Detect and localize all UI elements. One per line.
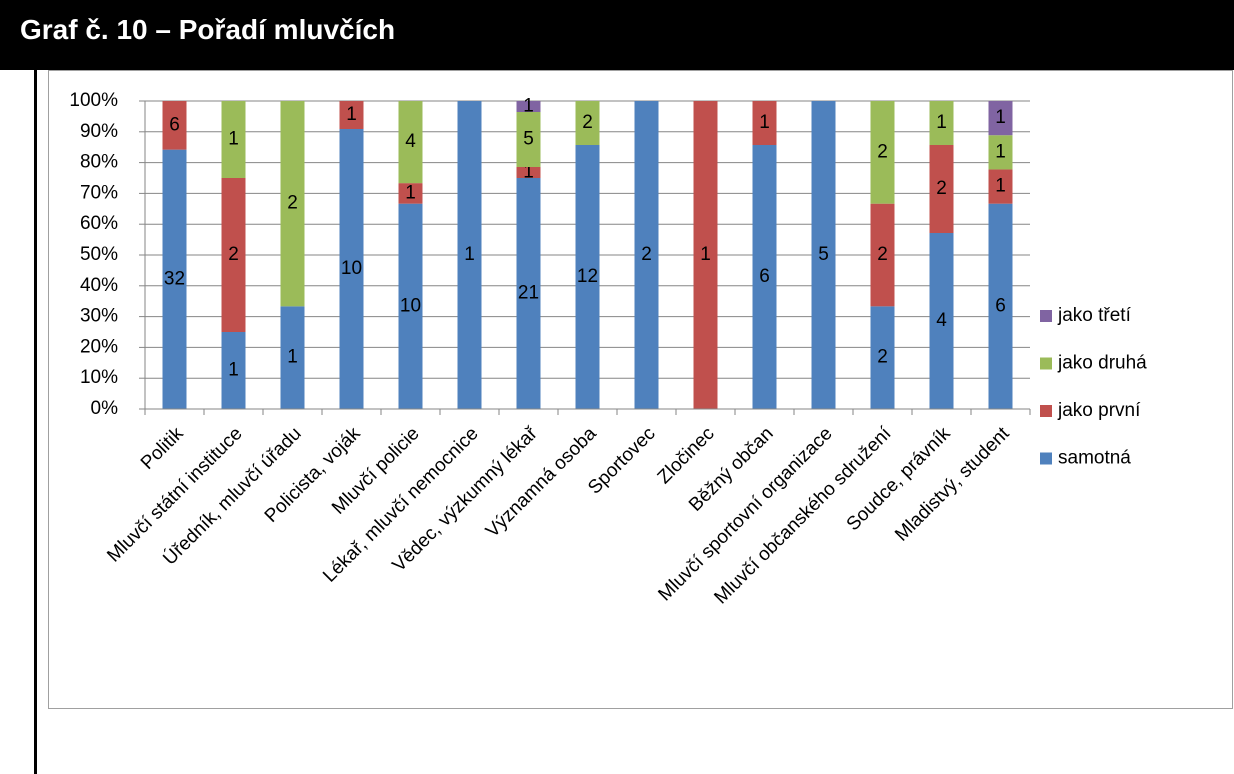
bar-segment — [398, 203, 423, 409]
y-tick-label: 90% — [80, 121, 118, 142]
legend-swatch — [1040, 310, 1052, 322]
data-label: 1 — [287, 347, 298, 368]
bar-segment — [811, 101, 836, 409]
chart-title: Graf č. 10 – Pořadí mluvčích — [20, 14, 396, 45]
y-tick-label: 100% — [69, 90, 118, 111]
data-label: 2 — [936, 178, 947, 199]
data-label: 12 — [577, 266, 598, 287]
bar-segment — [929, 233, 954, 409]
bar-segment — [634, 101, 659, 409]
bar-segment — [339, 101, 364, 129]
bar-segment — [221, 178, 246, 332]
data-label: 2 — [287, 193, 298, 214]
data-label: 1 — [523, 96, 534, 117]
bar-segment — [988, 169, 1013, 204]
legend-label: samotná — [1058, 448, 1131, 469]
data-label: 1 — [759, 112, 770, 133]
data-label: 4 — [405, 131, 416, 152]
bar-segment — [221, 332, 246, 409]
bar-segment — [457, 101, 482, 409]
y-tick-label: 80% — [80, 152, 118, 173]
x-tick-label: Významná osoba — [482, 423, 601, 542]
bar-segment — [398, 101, 423, 184]
x-tick-label: Soudce, právník — [843, 423, 955, 535]
legend-label: jako první — [1057, 400, 1141, 421]
data-label: 6 — [995, 295, 1006, 316]
data-label: 6 — [759, 266, 770, 287]
bar-segment — [693, 101, 718, 409]
chart-frame — [48, 70, 1233, 709]
bar-segment — [870, 306, 895, 409]
y-tick-label: 40% — [80, 275, 118, 296]
data-label: 10 — [400, 295, 421, 316]
data-label: 1 — [995, 176, 1006, 197]
bar-segment — [398, 183, 423, 204]
y-tick-label: 50% — [80, 244, 118, 265]
data-label: 1 — [995, 141, 1006, 162]
data-label: 1 — [995, 107, 1006, 128]
bar-segment — [162, 149, 187, 409]
bar-segment — [870, 101, 895, 204]
legend-swatch — [1040, 452, 1052, 465]
header: Graf č. 10 – Pořadí mluvčích — [0, 0, 1234, 70]
bar-segment — [516, 167, 541, 178]
bar-segment — [870, 203, 895, 307]
data-label: 1 — [523, 162, 534, 183]
legend-swatch — [1040, 357, 1052, 370]
bar-segment — [162, 101, 187, 150]
data-label: 1 — [464, 244, 475, 265]
x-tick-label: Politik — [137, 423, 188, 474]
bar-segment — [929, 145, 954, 233]
data-label: 1 — [228, 360, 239, 381]
legend-label: jako třetí — [1057, 305, 1132, 326]
left-border — [34, 70, 37, 774]
data-label: 2 — [877, 141, 888, 162]
y-tick-label: 70% — [80, 182, 118, 203]
data-label: 2 — [582, 112, 593, 133]
data-label: 1 — [405, 182, 416, 203]
bar-segment — [280, 101, 305, 307]
legend-label: jako druhá — [1057, 353, 1147, 374]
y-tick-label: 0% — [91, 398, 119, 419]
data-label: 1 — [936, 112, 947, 133]
data-label: 2 — [228, 244, 239, 265]
y-tick-label: 30% — [80, 306, 118, 327]
data-label: 1 — [228, 129, 239, 150]
bar-segment — [988, 101, 1013, 136]
data-label: 1 — [700, 244, 711, 265]
bar-segment — [516, 112, 541, 167]
bar-segment — [575, 145, 600, 409]
bar-segment — [988, 135, 1013, 170]
bar-segment — [280, 306, 305, 409]
data-label: 5 — [818, 244, 829, 265]
bar-segment — [339, 129, 364, 409]
data-label: 4 — [936, 310, 947, 331]
data-label: 32 — [164, 268, 185, 289]
bar-segment — [988, 203, 1013, 409]
bar-segment — [575, 101, 600, 145]
data-label: 21 — [518, 283, 539, 304]
bar-segment — [221, 101, 246, 178]
data-label: 10 — [341, 258, 362, 279]
bar-segment — [516, 101, 541, 112]
bar-segment — [516, 178, 541, 409]
bar-segment — [752, 101, 777, 145]
bar-segment — [752, 145, 777, 409]
data-label: 5 — [523, 129, 534, 150]
y-tick-label: 60% — [80, 213, 118, 234]
bar-segment — [929, 101, 954, 145]
y-tick-label: 10% — [80, 367, 118, 388]
data-label: 2 — [877, 244, 888, 265]
data-label: 2 — [641, 244, 652, 265]
data-label: 2 — [877, 347, 888, 368]
data-label: 6 — [169, 114, 180, 135]
y-tick-label: 20% — [80, 336, 118, 357]
x-tick-label: Mladistvý, student — [891, 423, 1014, 546]
data-label: 1 — [346, 104, 357, 125]
legend-swatch — [1040, 405, 1052, 417]
